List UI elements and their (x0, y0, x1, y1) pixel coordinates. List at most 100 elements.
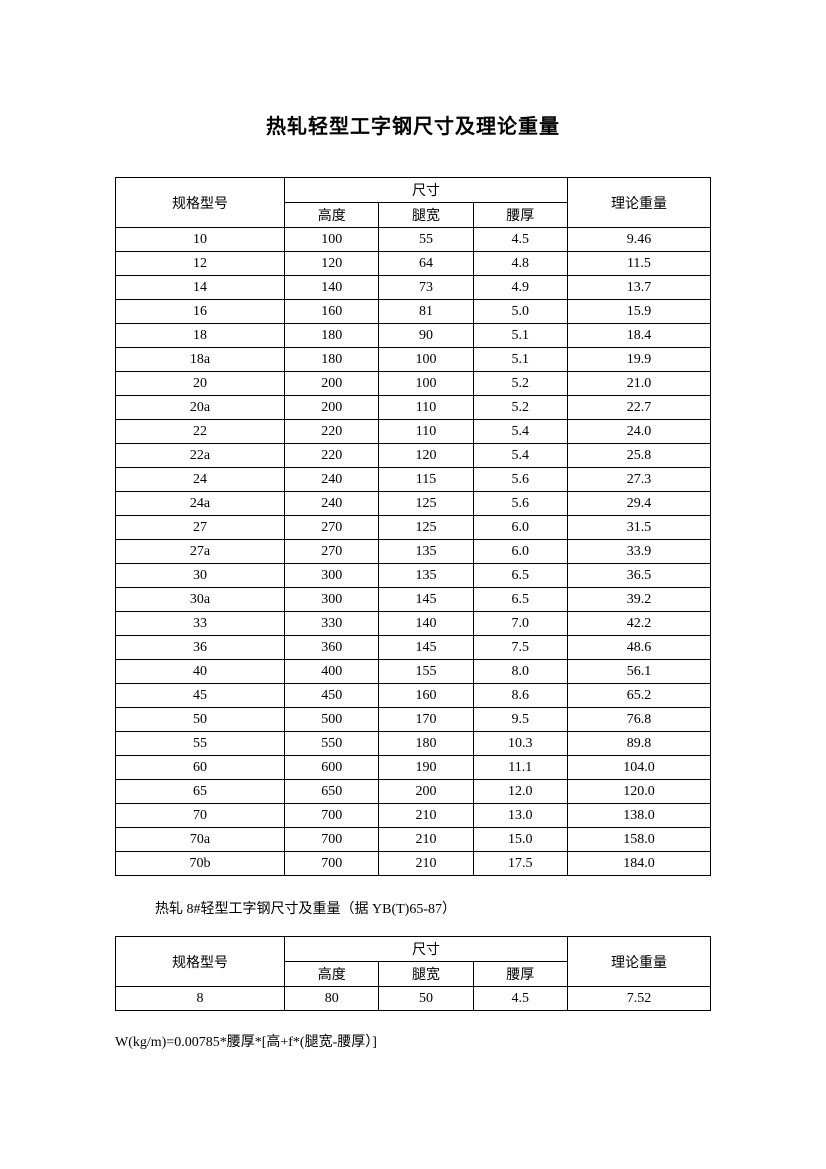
table-cell: 5.1 (473, 324, 567, 348)
th2-weight: 理论重量 (567, 937, 710, 987)
table-cell: 7.52 (567, 987, 710, 1011)
table-cell: 240 (285, 492, 379, 516)
table-cell: 27.3 (567, 468, 710, 492)
table-cell: 60 (116, 756, 285, 780)
table-cell: 89.8 (567, 732, 710, 756)
table-cell: 12 (116, 252, 285, 276)
table-cell: 80 (285, 987, 379, 1011)
table-cell: 30 (116, 564, 285, 588)
table-cell: 81 (379, 300, 473, 324)
table-cell: 120 (379, 444, 473, 468)
table-cell: 100 (379, 372, 473, 396)
table-row: 70b70021017.5184.0 (116, 852, 711, 876)
table-cell: 300 (285, 564, 379, 588)
table-cell: 9.5 (473, 708, 567, 732)
table-row: 16160815.015.9 (116, 300, 711, 324)
table-cell: 5.1 (473, 348, 567, 372)
table-cell: 125 (379, 516, 473, 540)
table-cell: 29.4 (567, 492, 710, 516)
table-cell: 55 (116, 732, 285, 756)
table-cell: 184.0 (567, 852, 710, 876)
table-cell: 360 (285, 636, 379, 660)
table-row: 222201105.424.0 (116, 420, 711, 444)
table-cell: 5.4 (473, 420, 567, 444)
table-cell: 120 (285, 252, 379, 276)
table-cell: 135 (379, 564, 473, 588)
table-cell: 170 (379, 708, 473, 732)
table-cell: 90 (379, 324, 473, 348)
table-cell: 73 (379, 276, 473, 300)
table-cell: 24a (116, 492, 285, 516)
table-cell: 400 (285, 660, 379, 684)
table-cell: 14 (116, 276, 285, 300)
table-cell: 270 (285, 516, 379, 540)
table-cell: 600 (285, 756, 379, 780)
table-cell: 27a (116, 540, 285, 564)
table-cell: 45 (116, 684, 285, 708)
table-cell: 70a (116, 828, 285, 852)
table-row: 27a2701356.033.9 (116, 540, 711, 564)
table-cell: 48.6 (567, 636, 710, 660)
table-cell: 76.8 (567, 708, 710, 732)
table-cell: 104.0 (567, 756, 710, 780)
table-cell: 39.2 (567, 588, 710, 612)
table-cell: 220 (285, 444, 379, 468)
table-cell: 8 (116, 987, 285, 1011)
table-cell: 20a (116, 396, 285, 420)
table-row: 5555018010.389.8 (116, 732, 711, 756)
table-cell: 158.0 (567, 828, 710, 852)
table-cell: 138.0 (567, 804, 710, 828)
table-cell: 31.5 (567, 516, 710, 540)
table-row: 70a70021015.0158.0 (116, 828, 711, 852)
table-cell: 155 (379, 660, 473, 684)
th2-leg-width: 腿宽 (379, 962, 473, 987)
table-cell: 5.4 (473, 444, 567, 468)
table-cell: 145 (379, 588, 473, 612)
table-cell: 22 (116, 420, 285, 444)
table-row: 18a1801005.119.9 (116, 348, 711, 372)
th2-spec: 规格型号 (116, 937, 285, 987)
table-cell: 64 (379, 252, 473, 276)
table-cell: 140 (379, 612, 473, 636)
table-cell: 65 (116, 780, 285, 804)
table-row: 363601457.548.6 (116, 636, 711, 660)
table-cell: 10.3 (473, 732, 567, 756)
table-cell: 180 (285, 348, 379, 372)
table-cell: 4.5 (473, 228, 567, 252)
table-row: 7070021013.0138.0 (116, 804, 711, 828)
table-cell: 25.8 (567, 444, 710, 468)
table-cell: 650 (285, 780, 379, 804)
table-cell: 700 (285, 828, 379, 852)
table-cell: 4.9 (473, 276, 567, 300)
th-spec: 规格型号 (116, 178, 285, 228)
table-cell: 21.0 (567, 372, 710, 396)
table-cell: 200 (285, 372, 379, 396)
table-row: 14140734.913.7 (116, 276, 711, 300)
table-cell: 115 (379, 468, 473, 492)
table-cell: 100 (379, 348, 473, 372)
table-cell: 16 (116, 300, 285, 324)
table-cell: 6.5 (473, 588, 567, 612)
table-cell: 160 (285, 300, 379, 324)
table-cell: 110 (379, 396, 473, 420)
table-cell: 13.7 (567, 276, 710, 300)
secondary-table: 规格型号 尺寸 理论重量 高度 腿宽 腰厚 880504.57.52 (115, 936, 711, 1011)
table-cell: 18 (116, 324, 285, 348)
table-cell: 5.6 (473, 468, 567, 492)
table-row: 30a3001456.539.2 (116, 588, 711, 612)
table-cell: 200 (285, 396, 379, 420)
table-cell: 180 (285, 324, 379, 348)
table-cell: 11.1 (473, 756, 567, 780)
table-row: 505001709.576.8 (116, 708, 711, 732)
table-cell: 210 (379, 804, 473, 828)
table-row: 20a2001105.222.7 (116, 396, 711, 420)
table-cell: 120.0 (567, 780, 710, 804)
th-waist-thick: 腰厚 (473, 203, 567, 228)
table-row: 880504.57.52 (116, 987, 711, 1011)
table-row: 24a2401255.629.4 (116, 492, 711, 516)
formula-text: W(kg/m)=0.00785*腰厚*[高+f*(腿宽-腰厚）] (115, 1031, 711, 1051)
table-cell: 55 (379, 228, 473, 252)
table-cell: 4.5 (473, 987, 567, 1011)
table-cell: 5.6 (473, 492, 567, 516)
table-cell: 18.4 (567, 324, 710, 348)
